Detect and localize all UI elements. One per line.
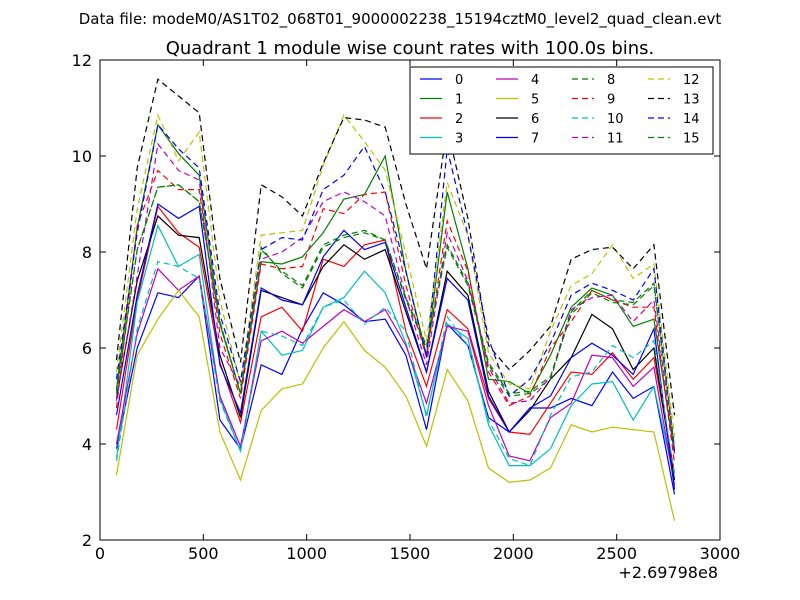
series-line-11 — [115, 142, 676, 454]
series-line-4 — [115, 267, 676, 485]
legend-label-7: 7 — [531, 132, 539, 147]
legend-label-3: 3 — [455, 132, 463, 147]
legend-label-14: 14 — [683, 112, 700, 127]
x-tick-label: 500 — [188, 544, 219, 563]
data-file-label: Data file: modeM0/AS1T02_068T01_90000022… — [79, 10, 722, 29]
legend-label-10: 10 — [607, 112, 624, 127]
series-line-1 — [115, 123, 676, 454]
series-line-12 — [115, 113, 676, 437]
y-tick-label: 2 — [82, 531, 92, 550]
series-line-2 — [115, 205, 676, 473]
y-tick-label: 12 — [72, 51, 92, 70]
series-layer — [115, 78, 676, 521]
series-line-9 — [115, 169, 676, 464]
legend-label-4: 4 — [531, 73, 539, 88]
x-tick-label: 2000 — [493, 544, 534, 563]
series-line-5 — [115, 289, 676, 521]
series-line-6 — [115, 214, 676, 481]
series-line-10 — [115, 260, 676, 476]
legend-label-8: 8 — [607, 73, 615, 88]
series-line-8 — [115, 184, 676, 449]
legend-label-5: 5 — [531, 93, 539, 108]
legend-label-11: 11 — [607, 132, 624, 147]
legend-label-2: 2 — [455, 112, 463, 127]
y-tick-label: 10 — [72, 147, 92, 166]
y-tick-label: 4 — [82, 435, 92, 454]
x-tick-label: 2500 — [596, 544, 637, 563]
legend-label-6: 6 — [531, 112, 539, 127]
legend-label-12: 12 — [683, 73, 700, 88]
legend-label-1: 1 — [455, 93, 463, 108]
legend-label-9: 9 — [607, 93, 615, 108]
series-line-3 — [115, 223, 676, 481]
legend-box — [409, 66, 714, 155]
y-tick-label: 8 — [82, 243, 92, 262]
series-line-14 — [115, 123, 676, 452]
chart-title: Quadrant 1 module wise count rates with … — [166, 38, 655, 59]
series-line-7 — [115, 202, 676, 490]
legend-label-0: 0 — [455, 73, 463, 88]
x-tick-label: 1000 — [286, 544, 327, 563]
x-tick-label: 1500 — [390, 544, 431, 563]
series-line-15 — [115, 184, 676, 447]
y-tick-label: 6 — [82, 339, 92, 358]
legend-label-15: 15 — [683, 132, 700, 147]
series-line-13 — [115, 78, 676, 416]
x-axis-offset-label: +2.69798e8 — [618, 563, 718, 582]
legend-label-13: 13 — [683, 93, 700, 108]
series-line-0 — [115, 274, 676, 495]
x-tick-label: 3000 — [700, 544, 741, 563]
x-tick-label: 0 — [95, 544, 105, 563]
